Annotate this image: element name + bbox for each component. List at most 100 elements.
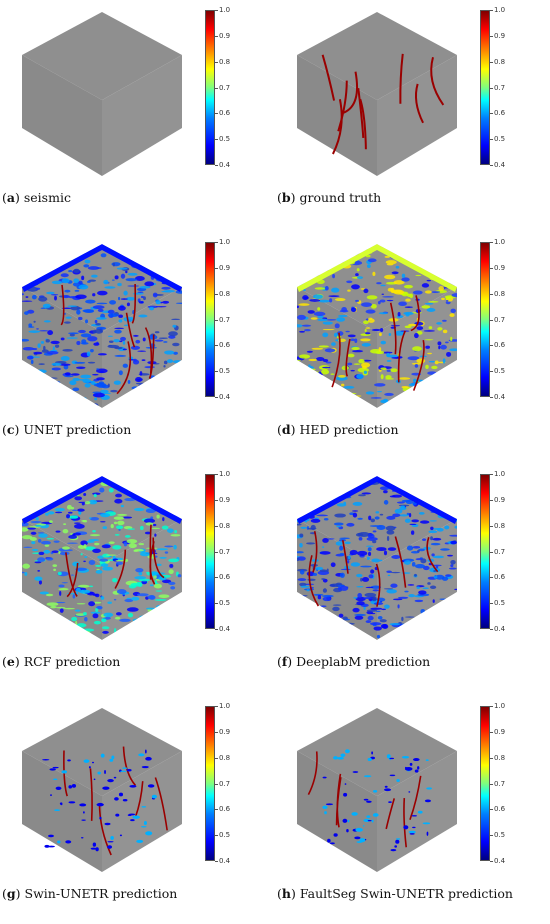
prediction-blob [43,345,46,351]
prediction-blob [119,834,123,837]
prediction-blob [436,322,442,325]
prediction-blob [386,299,394,302]
prediction-blob [37,557,46,562]
prediction-blob [360,577,363,582]
prediction-blob [158,337,168,339]
prediction-blob [133,507,145,512]
colorbar-tick-label: 0.4 [494,161,506,169]
prediction-blob [83,811,85,814]
fault-line [63,750,68,797]
prediction-blob [386,515,396,520]
prediction-blob [373,383,386,387]
colorbar-tick-label: 0.9 [494,727,506,736]
prediction-blob [322,594,334,598]
prediction-blob [325,319,337,321]
cube-visualization [22,12,182,176]
prediction-blob [119,340,123,343]
prediction-blob [46,537,55,540]
subfigure-caption: (f) DeeplabM prediction [277,654,431,669]
prediction-blob [125,296,136,301]
prediction-blob [424,290,432,294]
prediction-blob [128,543,137,549]
prediction-blob [384,785,388,788]
colorbar-tick-label: 0.9 [494,495,506,504]
prediction-blob [350,338,355,342]
prediction-blob [339,537,351,540]
prediction-blob [387,574,391,577]
prediction-blob [133,358,137,362]
prediction-blob [64,372,71,376]
prediction-blob [44,844,50,848]
prediction-blob [394,330,405,336]
prediction-blob [94,542,100,546]
prediction-blob [330,373,335,375]
prediction-blob [386,535,390,542]
prediction-blob [112,545,122,550]
prediction-blob [336,503,347,507]
prediction-blob [322,776,327,779]
prediction-blob [445,299,449,302]
prediction-blob [317,595,322,600]
colorbar-tick-mark [490,474,493,475]
prediction-blob [362,576,370,582]
prediction-blob [87,361,96,364]
prediction-blob [125,278,138,282]
prediction-blob [370,518,376,523]
colorbar-tick-mark [215,835,218,837]
panel-h: 1.0 0.9 0.8 0.7 0.6 0.5 0.4 (h) FaultSeg Swin-U… [277,698,550,924]
colorbar-tick-label: 0.6 [219,109,231,118]
prediction-blob [367,547,372,552]
prediction-blob [95,570,103,574]
prediction-blob [414,599,424,603]
prediction-blob [347,334,356,338]
fault-line [65,552,78,597]
prediction-blob [360,288,366,290]
fault-line [385,798,396,830]
prediction-blob [56,606,66,609]
prediction-blob [365,327,371,329]
colorbar [480,242,490,397]
prediction-blob [107,335,113,337]
prediction-blob [99,816,102,820]
prediction-blob [20,338,30,342]
prediction-blob [350,562,361,567]
prediction-blob [444,341,449,344]
prediction-blob [136,593,149,597]
prediction-blob [114,329,122,334]
prediction-blob [404,590,409,593]
prediction-blob [148,334,158,340]
prediction-blob [60,273,69,278]
prediction-blob [130,345,141,350]
prediction-blob [80,342,89,345]
cube-mask [20,242,185,410]
prediction-blob [433,575,438,579]
prediction-blob [386,352,391,358]
prediction-blob [340,753,346,757]
prediction-blob [372,790,378,793]
cube-visualization [22,708,182,872]
prediction-blob [33,320,36,323]
prediction-blob [126,607,139,612]
prediction-blob [52,564,58,568]
prediction-blob [71,616,78,622]
prediction-blob [65,840,72,844]
prediction-blob [158,576,167,581]
colorbar-tick-label: 0.7 [219,315,231,324]
cube-right-face [102,55,182,176]
fault-line [409,775,422,821]
prediction-blob [81,275,85,281]
prediction-blob [59,802,62,805]
colorbar-tick-label: 0.9 [219,31,231,40]
prediction-blob [72,387,80,392]
prediction-blob [100,513,111,518]
prediction-blob [66,337,78,339]
prediction-blob [78,284,89,290]
prediction-blob [177,574,182,578]
prediction-blob [339,309,349,313]
prediction-blob [344,749,350,754]
prediction-blob [362,825,365,827]
prediction-blob [84,259,91,264]
prediction-blob [115,561,124,565]
prediction-blob [115,493,123,498]
prediction-blob [139,525,144,531]
